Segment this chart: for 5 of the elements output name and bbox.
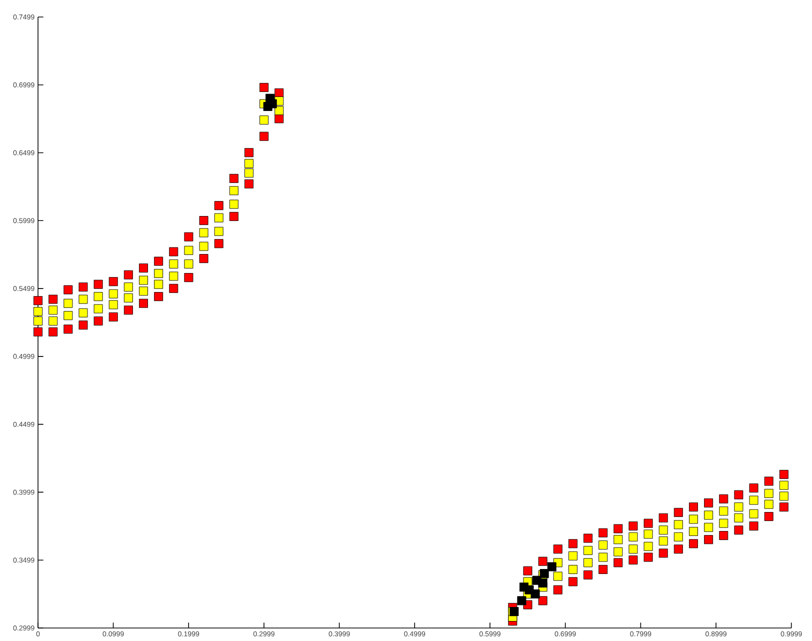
point xyxy=(519,582,528,592)
point xyxy=(547,562,556,572)
point xyxy=(530,589,540,598)
point xyxy=(517,596,526,606)
point xyxy=(538,578,548,588)
